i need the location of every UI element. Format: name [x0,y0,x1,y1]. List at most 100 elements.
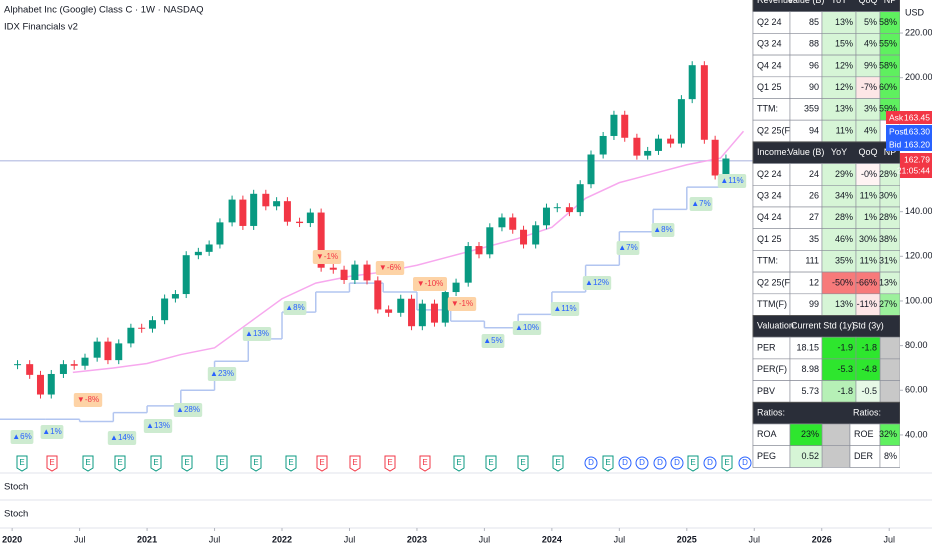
event-label: E [520,458,525,467]
header-cell: Valuation: [757,321,796,331]
y-tick-label: 40.00 [905,429,928,439]
cell-text: 359 [804,104,819,114]
cell-text: 23% [801,429,819,439]
event-label: D [742,458,748,467]
growth-tag [143,419,173,433]
candle [418,303,426,327]
growth-tag [413,277,447,291]
candle [621,114,629,138]
event-label: D [707,458,713,467]
candle [250,193,258,226]
earnings-marker [419,455,431,472]
earnings-marker [485,455,497,472]
growth-tag [242,327,272,341]
event-label: D [657,458,663,467]
cell-text: -1.8 [861,342,877,352]
growth-tag [207,367,237,381]
cell-text: 111 [805,256,819,266]
cell-text: 60% [879,82,897,92]
growth-label: ▼-1% [316,252,338,261]
growth-tag [689,197,713,211]
y-tick-label: 80.00 [905,340,928,350]
candle [654,138,662,151]
growth-label: ▲13% [146,421,170,430]
ask-price: 163.45 [904,112,930,122]
header-cell: Value (B) [788,0,825,5]
candle [70,364,78,366]
candle [216,222,224,245]
ask-box [886,111,932,124]
cell-text: 90 [809,82,819,92]
last-box [900,153,932,178]
candle [464,246,472,283]
cell-text: 24 [809,169,819,179]
cell-text: TTM(F) [757,299,787,309]
candle [115,343,123,361]
growth-label: ▲11% [720,176,743,185]
earnings-marker [150,455,162,472]
dividend-marker [618,456,632,470]
event-label: D [588,458,594,467]
price-scale: USD 220.00 200.00 140.00 120.00 100.00 80.00 6… [900,0,932,473]
x-tick-label: 2023 [407,534,427,544]
candle [351,264,359,280]
growth-tag [107,431,137,445]
candle [36,374,44,395]
earnings-marker [285,455,297,472]
growth-label: ▲8% [653,225,672,234]
y-tick-label: 200.00 [905,72,932,82]
growth-label: ▲12% [585,278,609,287]
cell-text: 13% [835,104,853,114]
growth-label: ▲13% [245,329,269,338]
header-cell: YoY [831,147,847,157]
cell-text: -11% [857,299,877,309]
fair-line [72,130,745,374]
growth-label: ▼-1% [451,299,473,308]
event-label: E [555,458,560,467]
cell-text: 12% [835,60,853,70]
growth-tag [616,241,640,255]
candle [262,193,270,207]
cell-text: Q2 24 [757,169,782,179]
cell-text: PEG [757,451,776,461]
cell-text: -66% [856,277,877,287]
candle [452,282,460,293]
candle [688,65,696,100]
candle [182,255,190,295]
candle [340,269,348,280]
event-label: E [319,458,324,467]
candle [306,212,314,224]
growth-tag [40,425,64,439]
candle [565,207,573,213]
cell-text: 55% [879,39,897,49]
x-tick-label: Jul [344,534,356,544]
earnings-marker [114,455,126,472]
ask-label: Ask [889,112,904,122]
cell-text: 13% [835,17,853,27]
currency: USD [905,7,925,17]
cell-text: 32% [879,429,897,439]
candle [171,294,179,299]
candle [700,65,708,140]
header-cell: QoQ [858,147,877,157]
growth-tag [550,302,580,316]
growth-label: ▲11% [553,304,576,313]
x-tick-label: 2021 [137,534,157,544]
x-tick-label: 2026 [812,534,832,544]
growth-label: ▲6% [12,432,31,441]
event-label: E [605,458,610,467]
candle [711,139,719,176]
time-axis: 2020 Jul 2021 Jul 2022 Jul 2023 Jul 2024 Jul 2025 J… [2,528,895,544]
growth-tag [10,430,34,444]
growth-label: ▲1% [42,427,61,436]
cell-text: PBV [757,386,775,396]
growth-label: ▼-6% [379,263,401,272]
candle [374,280,382,310]
growth-label: ▼-10% [417,279,444,288]
growth-label: ▲7% [691,199,710,208]
cell-text: 58% [879,17,897,27]
growth-label: ▲5% [483,336,502,345]
event-label: E [422,458,427,467]
cell-text: 11% [860,191,877,201]
